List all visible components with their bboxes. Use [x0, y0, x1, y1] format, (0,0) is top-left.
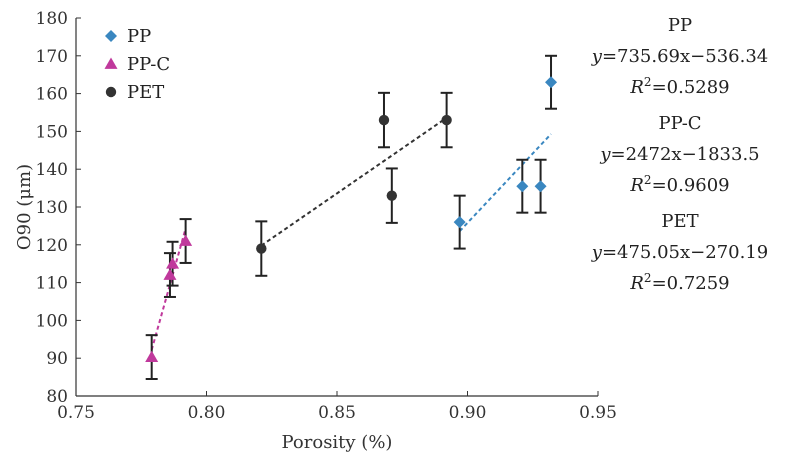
equation-r2-pet: R2=0.7259: [629, 271, 729, 294]
equation-r2-pp: R2=0.5289: [629, 75, 729, 98]
x-axis-label: Porosity (%): [282, 432, 393, 453]
point-pp: [453, 216, 466, 229]
y-tick-label: 140: [36, 160, 68, 180]
y-tick-label: 160: [36, 85, 68, 105]
legend-label-pet: PET: [127, 82, 164, 103]
point-pp-c: [163, 268, 177, 280]
y-tick-label: 170: [36, 47, 68, 67]
y-tick-label: 90: [46, 349, 68, 369]
legend: PP PP-C PET: [104, 26, 170, 103]
fit-line-pp: [458, 133, 552, 232]
y-tick-label: 100: [36, 311, 68, 331]
legend-marker-pp-c: [104, 57, 118, 69]
x-tick-label: 0.85: [318, 403, 356, 423]
x-tick-label: 0.90: [449, 403, 487, 423]
error-bars: [145, 54, 558, 380]
point-pp: [545, 76, 558, 89]
equation-formula-pp-c: y=2472x−1833.5: [599, 144, 759, 165]
y-tick-label: 180: [36, 9, 68, 29]
x-tick-label: 0.95: [579, 403, 617, 423]
y-tick-label: 120: [36, 236, 68, 256]
x-tick-label: 0.75: [57, 403, 95, 423]
equation-r2-pp-c: R2=0.9609: [629, 173, 729, 196]
x-tick-label: 0.80: [188, 403, 226, 423]
y-tick-label: 130: [36, 198, 68, 218]
equation-formula-pp: y=735.69x−536.34: [591, 46, 768, 67]
legend-label-pp-c: PP-C: [127, 54, 170, 75]
point-pp-c: [145, 350, 159, 362]
point-pp-c: [166, 257, 180, 269]
fit-line-pp-c: [150, 228, 187, 351]
point-pp: [534, 180, 547, 193]
y-tick-label: 110: [36, 274, 68, 294]
equation-title-pp-c: PP-C: [658, 113, 701, 134]
legend-marker-pp: [105, 30, 117, 42]
point-pp: [516, 180, 529, 193]
fit-line-pet: [260, 116, 448, 247]
fit-lines: [150, 116, 552, 351]
equation-title-pet: PET: [661, 211, 698, 232]
y-tick-label: 80: [46, 387, 68, 407]
y-tick-label: 150: [36, 122, 68, 142]
equation-title-pp: PP: [668, 15, 692, 36]
point-pet: [378, 114, 390, 126]
point-pet: [256, 243, 267, 254]
legend-label-pp: PP: [127, 26, 151, 47]
regression-equations: PP y=735.69x−536.34 R2=0.5289 PP-C y=2472x−1…: [591, 15, 768, 294]
point-pp-c: [179, 234, 193, 246]
ticks: 0.75 0.80 0.85 0.90 0.95 80 90 100 110 120 130 140 1…: [36, 9, 617, 423]
data-points: [145, 76, 558, 362]
y-axis-label: O90 (μm): [14, 164, 35, 250]
equation-formula-pet: y=475.05x−270.19: [591, 242, 768, 263]
legend-marker-pet: [105, 86, 117, 98]
point-pet: [386, 190, 398, 201]
point-pet: [441, 114, 452, 126]
